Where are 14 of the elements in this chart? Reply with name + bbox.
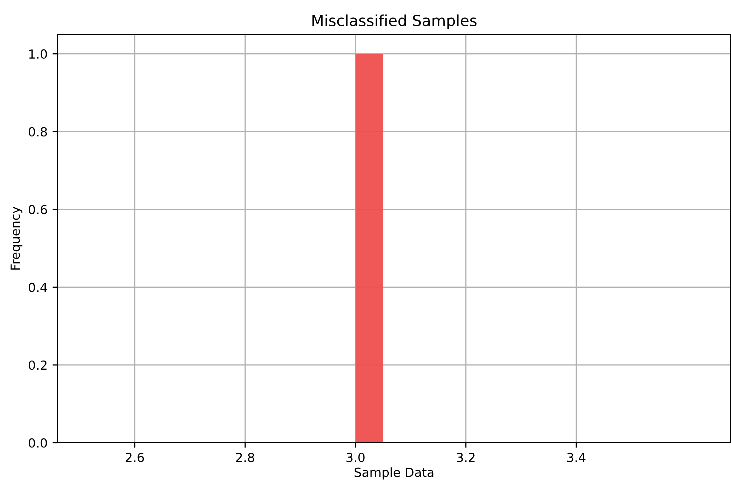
- x-axis-title: Sample Data: [354, 468, 434, 480]
- x-tick-label: 2.6: [126, 452, 144, 462]
- y-tick-label: 1.0: [30, 50, 48, 60]
- y-tick-label: 0.6: [28, 205, 48, 215]
- y-tick-label: 0.0: [28, 438, 48, 448]
- x-tick-label: 3.0: [346, 452, 365, 462]
- x-tick-label: 2.8: [236, 452, 254, 462]
- chart-title: Misclassified Samples: [312, 14, 477, 30]
- y-tick-label: 0.8: [28, 127, 48, 137]
- y-axis-title: Frequency: [10, 206, 23, 270]
- x-tick-label: 3.2: [457, 452, 475, 462]
- y-tick-label: 0.4: [28, 282, 48, 292]
- x-tick-label: 3.4: [567, 452, 586, 462]
- y-tick-label: 0.2: [28, 360, 47, 370]
